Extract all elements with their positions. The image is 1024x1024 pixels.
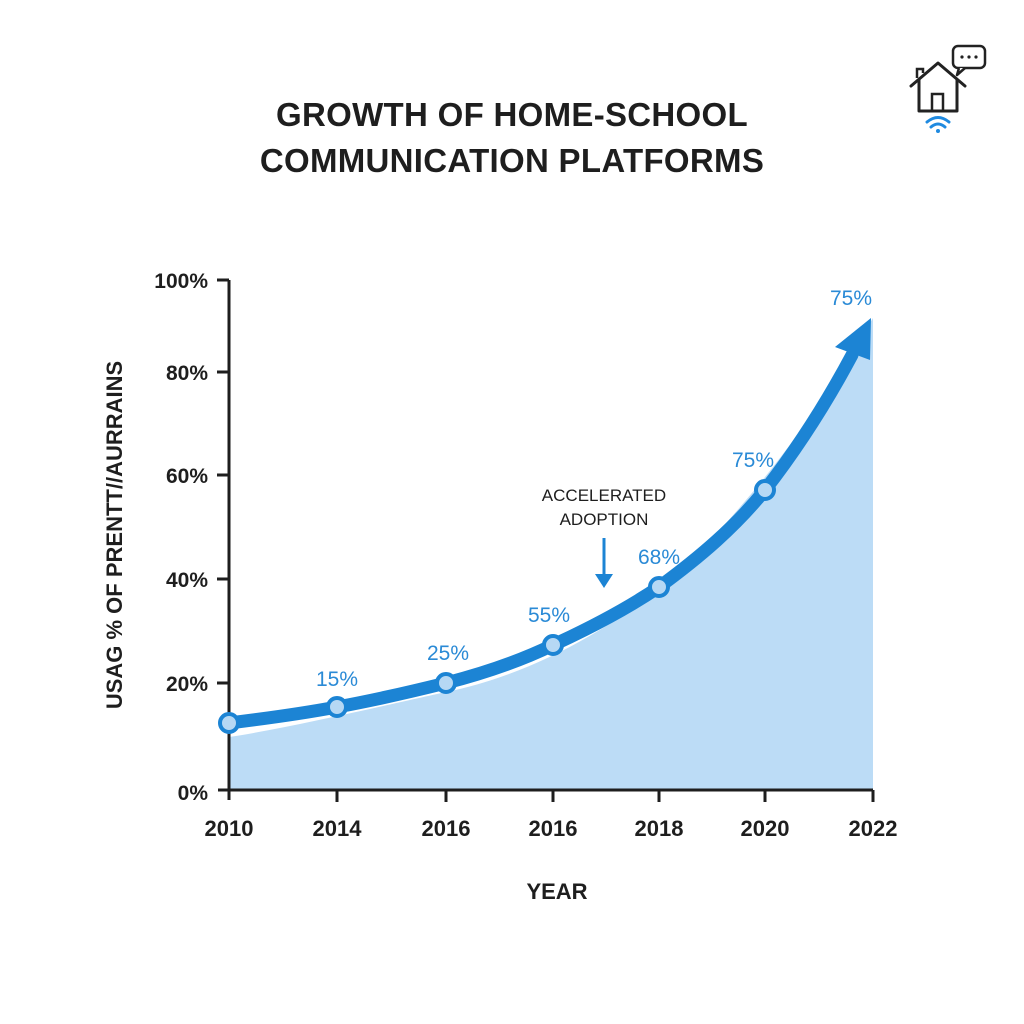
data-point[interactable] [542, 634, 564, 656]
x-axis-ticks [335, 790, 875, 802]
area-fill [229, 318, 873, 790]
house-icon [909, 61, 967, 113]
chat-bubble-icon [951, 44, 987, 77]
y-axis-ticks [217, 278, 229, 685]
data-point[interactable] [326, 696, 348, 718]
x-tick-label: 2010 [205, 816, 254, 841]
data-points [218, 479, 776, 734]
down-arrow-icon [595, 538, 613, 588]
data-label: 15% [316, 668, 358, 691]
annotation-line-1: ACCELERATED [542, 486, 666, 505]
x-tick-label: 2016 [529, 816, 578, 841]
data-point[interactable] [754, 479, 776, 501]
data-label: 75% [732, 449, 774, 472]
y-tick-label: 40% [166, 569, 208, 592]
data-point[interactable] [435, 672, 457, 694]
x-tick-label: 2020 [741, 816, 790, 841]
title-line-1: GROWTH OF HOME-SCHOOL [276, 96, 748, 133]
data-label: 55% [528, 604, 570, 627]
data-point[interactable] [648, 576, 670, 598]
arrowhead-icon [835, 318, 871, 360]
x-tick-label: 2018 [635, 816, 684, 841]
data-label: 75% [830, 287, 872, 310]
title-line-2: COMMUNICATION PLATFORMS [259, 142, 765, 179]
data-label: 68% [638, 546, 680, 569]
data-point[interactable] [218, 712, 240, 734]
wifi-icon [925, 116, 951, 133]
y-tick-label: 0% [178, 782, 209, 805]
x-axis-title: YEAR [526, 879, 587, 904]
house-chat-wifi-icon [909, 44, 987, 133]
y-tick-label: 20% [166, 673, 208, 696]
y-tick-label: 80% [166, 362, 208, 385]
y-axis-title: USAG % OF PRENTT//AURRAINS [102, 361, 127, 709]
x-tick-label: 2014 [313, 816, 363, 841]
y-tick-label: 100% [154, 270, 208, 293]
chart-title: GROWTH OF HOME-SCHOOL COMMUNICATION PLAT… [0, 92, 1024, 184]
x-tick-label: 2016 [422, 816, 471, 841]
x-tick-label: 2022 [849, 816, 898, 841]
data-label: 25% [427, 642, 469, 665]
y-tick-label: 60% [166, 465, 208, 488]
annotation-line-2: ADOPTION [560, 510, 649, 529]
